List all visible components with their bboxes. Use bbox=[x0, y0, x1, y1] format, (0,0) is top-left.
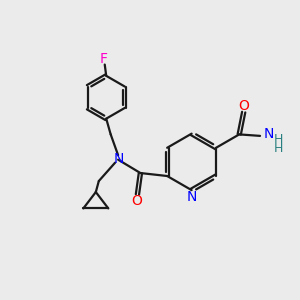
Text: H: H bbox=[274, 133, 283, 146]
Text: N: N bbox=[263, 128, 274, 141]
Text: O: O bbox=[131, 194, 142, 208]
Text: H: H bbox=[274, 142, 283, 155]
Text: N: N bbox=[187, 190, 197, 204]
Text: F: F bbox=[100, 52, 108, 66]
Text: O: O bbox=[238, 99, 249, 113]
Text: N: N bbox=[113, 152, 124, 166]
